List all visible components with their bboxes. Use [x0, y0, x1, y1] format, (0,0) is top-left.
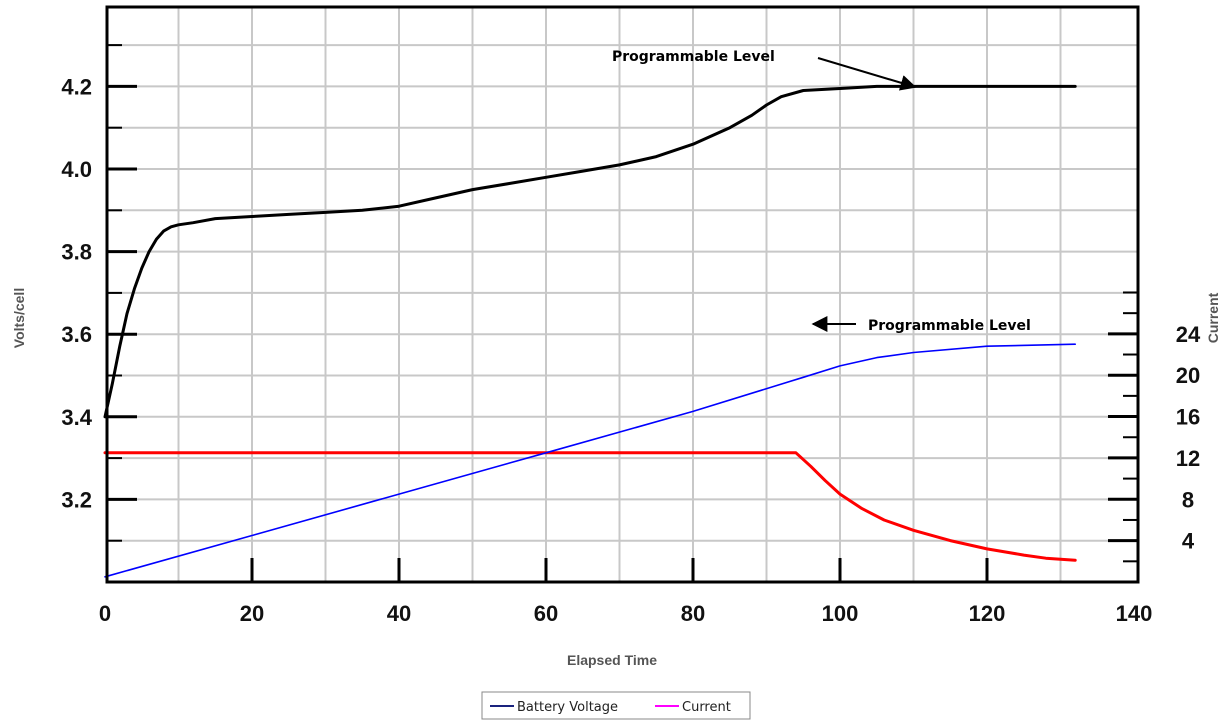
y2-tick-label: 16	[1176, 405, 1200, 430]
y-tick-label: 4.2	[61, 74, 92, 99]
series-line-battery-voltage	[103, 84, 1077, 419]
series-group	[103, 84, 1077, 578]
y2-tick-label: 4	[1182, 529, 1195, 554]
y-axis-title: Volts/cell	[11, 288, 27, 348]
y2-tick-label: 20	[1176, 363, 1200, 388]
y-tick-label: 3.8	[61, 240, 92, 265]
x-tick-label: 40	[387, 601, 411, 626]
y-tick-labels: 3.2 3.4 3.6 3.8 4.0 4.2	[61, 74, 92, 512]
y2-tick-label: 24	[1176, 322, 1201, 347]
y2-tick-label: 12	[1176, 446, 1200, 471]
plot-frame	[105, 5, 1140, 584]
y2-tick-labels: 4 8 12 16 20 24	[1176, 322, 1201, 554]
legend-box	[481, 691, 751, 720]
x-tick-label: 100	[822, 601, 859, 626]
series-line-current	[103, 451, 1077, 562]
x-axis-title: Elapsed Time	[567, 652, 657, 668]
x-tick-label: 120	[969, 601, 1006, 626]
x-tick-label: 60	[534, 601, 558, 626]
legend: Battery Voltage Current	[481, 691, 751, 720]
annotation-voltage-level: Programmable Level	[612, 49, 917, 91]
y2-tick-label: 8	[1182, 487, 1194, 512]
y-tick-label: 3.4	[61, 405, 92, 430]
legend-label-current: Current	[682, 700, 731, 715]
y-tick-label: 4.0	[61, 157, 92, 182]
x-tick-label: 0	[99, 601, 111, 626]
x-tick-label: 20	[240, 601, 264, 626]
y2-axis-title: Current	[1205, 292, 1221, 343]
axis-ticks	[107, 44, 1138, 582]
y-tick-label: 3.2	[61, 487, 92, 512]
x-tick-label: 80	[681, 601, 705, 626]
y-tick-label: 3.6	[61, 322, 92, 347]
annotation-current-level: Programmable Level	[811, 316, 1031, 334]
x-tick-labels: 0 20 40 60 80 100 120 140	[99, 601, 1152, 626]
annotation-text: Programmable Level	[612, 49, 775, 65]
grid-lines	[107, 7, 1138, 582]
annotation-text: Programmable Level	[868, 318, 1031, 334]
x-tick-label: 140	[1116, 601, 1153, 626]
plot-area	[107, 7, 1138, 582]
legend-label-battery-voltage: Battery Voltage	[517, 700, 618, 715]
annotation-arrow	[817, 57, 917, 91]
series-line-unlabeled-2	[104, 343, 1076, 578]
